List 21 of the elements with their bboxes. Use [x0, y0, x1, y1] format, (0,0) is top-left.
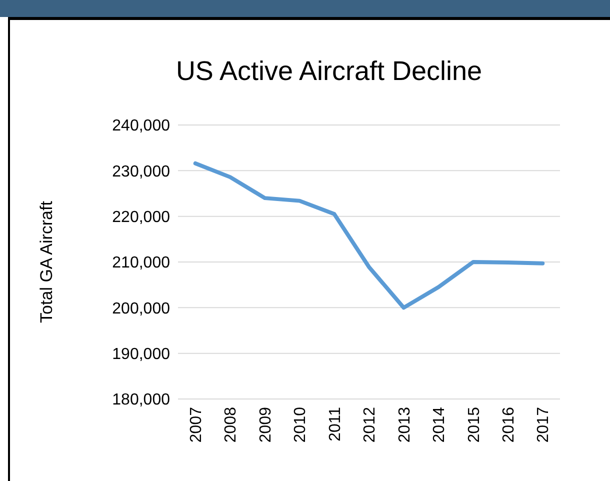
y-tick-label: 180,000 — [112, 392, 170, 409]
x-tick-label: 2011 — [326, 406, 344, 442]
y-axis-title: Total GA Aircraft — [37, 200, 56, 323]
y-tick-label: 220,000 — [112, 208, 170, 226]
y-tick-label: 200,000 — [112, 300, 170, 318]
x-tick-label: 2016 — [500, 406, 518, 443]
x-tick-label: 2008 — [222, 406, 240, 443]
x-tick-label: 2015 — [466, 406, 483, 443]
x-tick-label: 2009 — [257, 406, 274, 443]
x-tick-label: 2014 — [431, 406, 448, 443]
x-tick-label: 2007 — [188, 406, 205, 443]
x-tick-label: 2013 — [396, 406, 414, 443]
y-tick-label: 240,000 — [112, 118, 170, 135]
x-tick-label: 2010 — [292, 406, 310, 443]
y-tick-label: 210,000 — [112, 254, 170, 272]
x-tick-label: 2017 — [535, 406, 552, 443]
y-tick-label: 230,000 — [112, 163, 170, 180]
chart-title: US Active Aircraft Decline — [176, 56, 482, 86]
line-series — [193, 161, 545, 310]
y-tick-label: 190,000 — [112, 346, 170, 363]
x-tick-label: 2012 — [362, 406, 379, 443]
